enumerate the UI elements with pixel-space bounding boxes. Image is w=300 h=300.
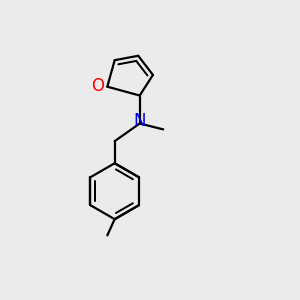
- Text: N: N: [134, 112, 146, 130]
- Text: O: O: [91, 77, 104, 95]
